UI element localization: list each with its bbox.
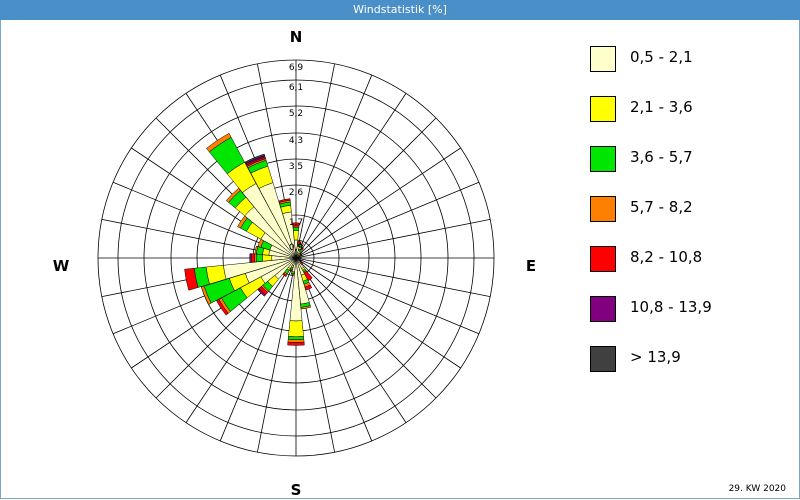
wedge-segment xyxy=(216,299,229,316)
legend-label: 10,8 - 13,9 xyxy=(630,298,712,316)
grid-ring xyxy=(97,59,495,457)
legend-label: > 13,9 xyxy=(630,348,681,366)
legend-swatch xyxy=(590,96,616,122)
grid-ring xyxy=(143,105,449,411)
radial-tick-label: 3,5 xyxy=(289,162,303,172)
wedge-segment xyxy=(287,336,305,340)
wedge-segment xyxy=(249,253,252,263)
wedge-segment xyxy=(287,341,305,346)
wedge-segment xyxy=(300,253,303,256)
wedge-segment xyxy=(184,267,199,291)
wedge-segment xyxy=(255,253,263,263)
week-label: 29. KW 2020 xyxy=(728,484,786,494)
wedge-segment xyxy=(244,153,266,164)
radial-tick-label: 6,9 xyxy=(289,63,304,73)
wedge-segment xyxy=(288,320,304,338)
wedge-segment xyxy=(262,254,273,262)
grid-ring xyxy=(196,158,396,358)
legend-swatch xyxy=(590,296,616,322)
wedge-segment xyxy=(201,285,212,305)
wedge-segment xyxy=(254,245,259,255)
compass-label-north: N xyxy=(290,28,303,46)
radial-tick-label: 5,2 xyxy=(289,109,303,119)
window-title: Windstatistik [%] xyxy=(0,0,800,20)
wedge-segment xyxy=(225,187,241,203)
grid-ring xyxy=(117,79,475,437)
legend-label: 0,5 - 2,1 xyxy=(630,48,693,66)
wedge-segment xyxy=(251,253,256,263)
legend-swatch xyxy=(590,346,616,372)
grid-ring xyxy=(170,132,422,384)
wedge-segment xyxy=(278,198,291,203)
wedge-segment xyxy=(206,133,232,153)
wedge-segment xyxy=(299,242,304,246)
compass-label-west: W xyxy=(53,257,70,275)
legend-swatch xyxy=(590,196,616,222)
legend-label: 8,2 - 10,8 xyxy=(630,248,703,266)
radial-tick-label: 6,1 xyxy=(289,83,303,93)
wedge-segment xyxy=(237,215,248,229)
wedge-segment xyxy=(287,339,305,343)
compass-label-south: S xyxy=(291,481,302,499)
legend-label: 2,1 - 3,6 xyxy=(630,98,693,116)
wedge-segment xyxy=(297,240,302,244)
wedge-segment xyxy=(290,273,295,276)
radial-tick-label: 1,7 xyxy=(289,218,303,228)
legend-label: 5,7 - 8,2 xyxy=(630,198,693,216)
compass-label-east: E xyxy=(526,257,536,275)
legend-swatch xyxy=(590,46,616,72)
wedge-segment xyxy=(292,222,300,227)
legend-swatch xyxy=(590,146,616,172)
radial-tick-label: 0,9 xyxy=(289,243,304,253)
radial-tick-label: 2,6 xyxy=(289,188,304,198)
wedge-segment xyxy=(300,247,304,250)
legend-label: 3,6 - 5,7 xyxy=(630,148,693,166)
legend-swatch xyxy=(590,246,616,272)
radial-tick-label: 4,3 xyxy=(289,136,303,146)
